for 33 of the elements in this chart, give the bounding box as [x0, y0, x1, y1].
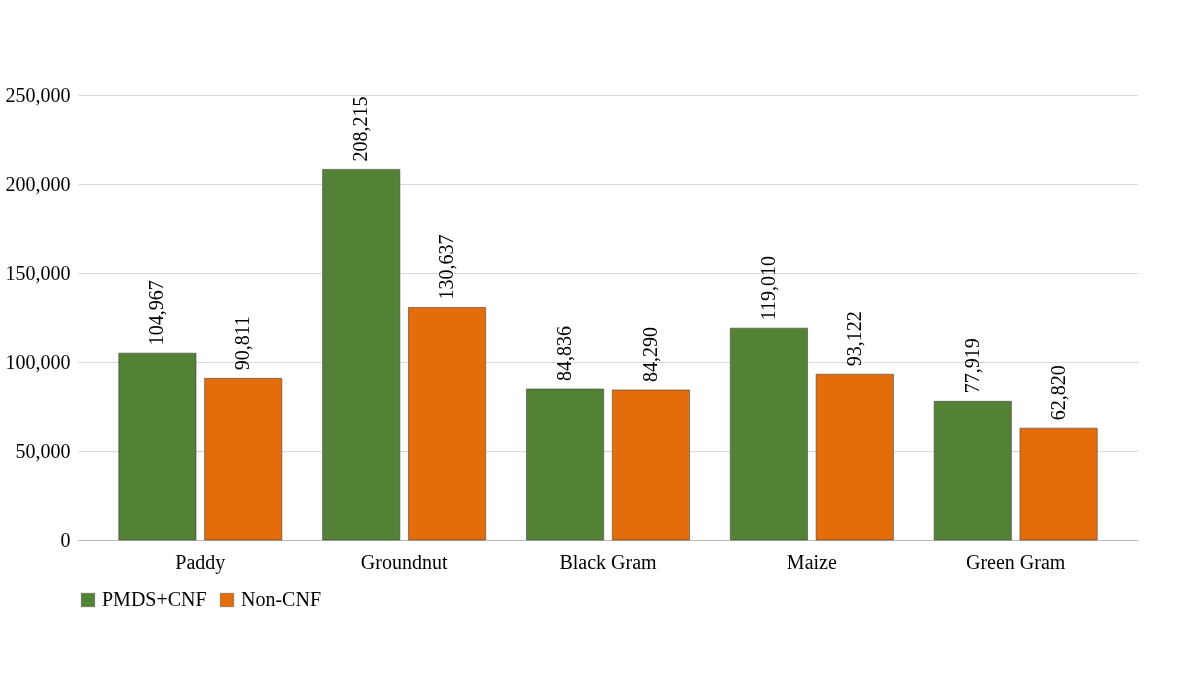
y-tick-label: 200,000 — [5, 172, 71, 195]
legend-label: PMDS+CNF — [102, 588, 207, 610]
x-tick-label: Black Gram — [559, 550, 658, 573]
bar — [933, 401, 1012, 541]
bar — [204, 378, 283, 541]
data-label: 62,820 — [1046, 365, 1069, 421]
bar — [322, 169, 401, 541]
bar — [408, 307, 486, 541]
data-label: 208,215 — [349, 96, 372, 162]
data-label: 84,836 — [553, 325, 576, 381]
bar — [118, 352, 197, 541]
y-tick-label: 0 — [60, 528, 71, 551]
bar — [1019, 427, 1098, 541]
x-tick-label: Maize — [786, 550, 837, 573]
bar — [815, 373, 894, 541]
y-tick-label: 50,000 — [15, 439, 71, 462]
y-tick-label: 250,000 — [5, 83, 71, 106]
legend-label: Non-CNF — [241, 588, 322, 610]
x-tick-label: Paddy — [175, 550, 226, 574]
bar — [730, 327, 808, 541]
y-tick-label: 100,000 — [5, 350, 71, 373]
data-label: 77,919 — [960, 338, 983, 394]
x-tick-label: Green Gram — [965, 550, 1066, 573]
data-label: 84,290 — [638, 326, 661, 382]
data-label: 119,010 — [756, 255, 779, 321]
bar — [611, 389, 690, 541]
data-label: 104,967 — [145, 280, 168, 346]
x-tick-label: Groundnut — [360, 550, 448, 573]
data-label: 93,122 — [842, 311, 865, 367]
bar — [526, 388, 605, 541]
data-label: 90,811 — [231, 316, 254, 371]
data-label: 130,637 — [435, 234, 458, 300]
y-tick-label: 150,000 — [5, 261, 71, 284]
